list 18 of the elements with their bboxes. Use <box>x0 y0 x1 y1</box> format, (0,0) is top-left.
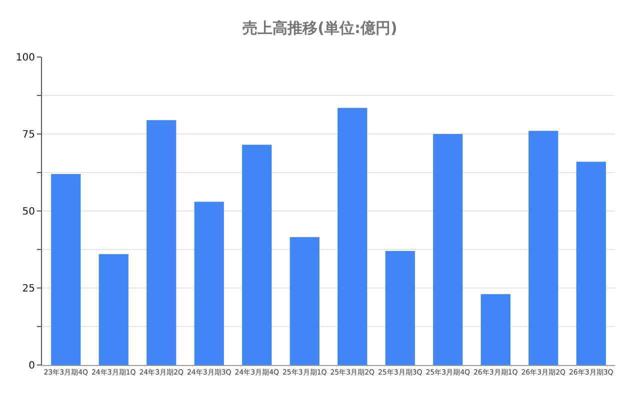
y-tick-label: 0 <box>28 360 35 372</box>
bar <box>576 162 606 365</box>
bar <box>194 202 224 365</box>
y-tick-label: 75 <box>22 130 35 140</box>
bar <box>98 254 128 365</box>
bar <box>338 108 368 365</box>
bar <box>290 237 320 365</box>
y-tick-label: 50 <box>22 206 35 218</box>
bar <box>146 120 176 365</box>
bar <box>480 294 510 365</box>
bar <box>433 134 463 365</box>
bar <box>242 144 272 365</box>
bar <box>385 251 415 365</box>
bar <box>51 174 81 365</box>
chart-title: 売上高推移(単位:億円) <box>242 18 398 37</box>
y-tick-label: 25 <box>22 284 35 294</box>
y-tick-label: 100 <box>16 52 35 64</box>
bar <box>528 130 558 365</box>
